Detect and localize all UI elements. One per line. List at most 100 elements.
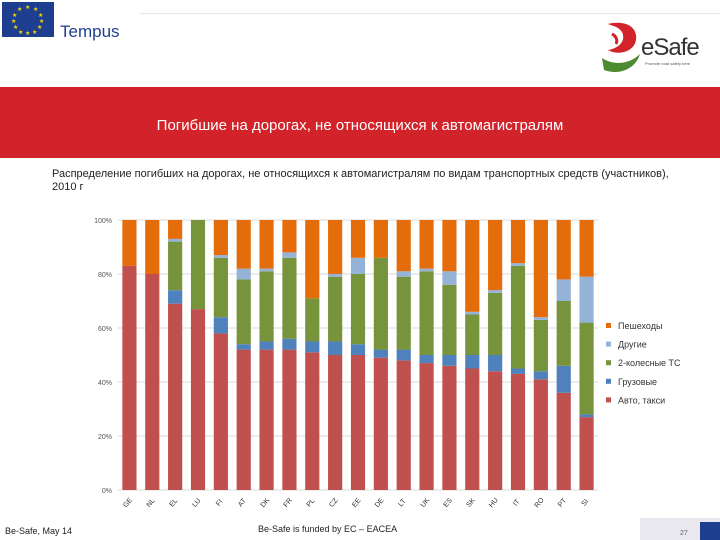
bar-segment xyxy=(373,220,388,258)
bar-segment xyxy=(488,220,503,291)
bar-segment xyxy=(396,271,411,277)
bar-segment xyxy=(442,284,457,355)
bar-segment xyxy=(533,371,548,380)
bar-segment xyxy=(282,257,297,339)
bar-segment xyxy=(510,368,526,374)
y-tick-label: 20% xyxy=(98,434,112,441)
x-tick-label: UK xyxy=(420,497,432,509)
bar-segment xyxy=(145,220,160,274)
bar-segment xyxy=(122,265,137,490)
bar-segment xyxy=(488,290,503,293)
legend-label: Пешеходы xyxy=(618,321,662,331)
bar-segment xyxy=(465,220,480,312)
y-tick-label: 80% xyxy=(98,272,112,279)
footer-date: Be-Safe, May 14 xyxy=(5,526,73,536)
x-tick-label: SI xyxy=(581,498,591,508)
x-tick-label: FR xyxy=(283,497,294,509)
bar-segment xyxy=(396,360,411,490)
bar-segment xyxy=(259,271,274,342)
title-banner xyxy=(0,87,720,158)
x-tick-label: GE xyxy=(122,497,134,510)
bar-segment xyxy=(396,349,411,361)
bar-segment xyxy=(510,265,526,369)
bar-segment xyxy=(465,311,480,315)
x-tick-label: NL xyxy=(146,497,157,508)
bar-segment xyxy=(168,241,183,291)
bar-segment xyxy=(579,220,594,277)
chart-canvas: 0% 20% 40% 60% 80% 100% GE NL EL LU FI AT DK FR PL CZ EE… xyxy=(94,218,681,510)
bar-segment xyxy=(282,349,297,490)
bar-segment xyxy=(419,363,434,490)
bar-segment xyxy=(419,220,434,269)
stacked-bar-chart: 0% 20% 40% 60% 80% 100% GE NL EL LU FI AT DK FR PL CZ EE… xyxy=(88,212,688,528)
bar-segment xyxy=(236,220,251,269)
x-tick-label: EL xyxy=(169,497,180,508)
bar-segment xyxy=(213,317,228,334)
bar-segment xyxy=(145,274,160,490)
bar-segment xyxy=(465,355,480,369)
bar-segment xyxy=(236,279,251,345)
x-tick-label: PT xyxy=(557,497,569,509)
bar-segment xyxy=(488,371,503,490)
bar-segment xyxy=(556,220,571,280)
bar-segment xyxy=(259,220,274,269)
bar-segment xyxy=(350,355,366,490)
bar-segment xyxy=(328,276,343,342)
legend-swatch xyxy=(606,397,611,403)
bar-segment xyxy=(442,355,457,366)
x-tick-label: LT xyxy=(397,497,408,508)
legend-swatch xyxy=(606,378,611,384)
tempus-logo-text: Tempus xyxy=(60,22,120,41)
bar-segment xyxy=(373,257,388,350)
bar-segment xyxy=(510,220,526,264)
bar-segment xyxy=(556,365,571,393)
x-tick-label: DK xyxy=(260,497,272,509)
x-tick-label: FI xyxy=(215,498,224,507)
bar-segment xyxy=(236,268,251,280)
bar-segment xyxy=(305,220,320,299)
bar-segment xyxy=(168,303,183,490)
legend-label: Грузовые xyxy=(618,377,657,387)
bar-segment xyxy=(579,414,594,418)
y-tick-label: 100% xyxy=(94,218,112,225)
bar-segment xyxy=(259,341,274,350)
y-tick-label: 0% xyxy=(102,488,112,495)
bar-segment xyxy=(350,274,366,345)
bar-segment xyxy=(465,368,480,490)
legend-label: Авто, такси xyxy=(618,395,665,405)
bar-segment xyxy=(190,309,206,490)
bar-segment xyxy=(305,298,320,342)
bar-segment xyxy=(305,341,320,353)
bar-segment xyxy=(533,220,548,318)
legend-swatch xyxy=(606,341,611,347)
bar-segment xyxy=(213,220,228,256)
x-tick-label: AT xyxy=(237,497,248,509)
legend-label: Другие xyxy=(618,340,647,350)
slide-title: Погибшие на дорогах, не относящихся к ав… xyxy=(156,117,564,134)
x-tick-label: SK xyxy=(465,497,477,509)
legend-swatch xyxy=(606,360,611,366)
y-tick-label: 60% xyxy=(98,326,112,333)
bar-segment xyxy=(442,365,457,490)
x-tick-label: PL xyxy=(306,497,317,508)
bar-segment xyxy=(282,220,297,253)
bar-segment xyxy=(488,292,503,355)
bar-segment xyxy=(488,355,503,372)
header-divider xyxy=(140,13,720,14)
eu-flag-small-icon xyxy=(700,522,720,540)
bar-segment xyxy=(236,349,251,490)
bar-segment xyxy=(533,319,548,372)
bar-segment xyxy=(328,220,343,274)
bar-segment xyxy=(190,220,206,310)
bar-segment xyxy=(213,257,228,318)
bar-segment xyxy=(213,255,228,258)
bar-segment xyxy=(373,357,388,490)
bar-segment xyxy=(419,271,434,355)
bar-segment xyxy=(556,301,571,366)
legend-label: 2-колесные ТС xyxy=(618,358,681,368)
esafe-brand-name: eSafe xyxy=(641,34,700,61)
bar-segment xyxy=(579,417,594,490)
bar-segment xyxy=(328,355,343,490)
bar-segment xyxy=(556,279,571,301)
bar-segment xyxy=(282,338,297,350)
